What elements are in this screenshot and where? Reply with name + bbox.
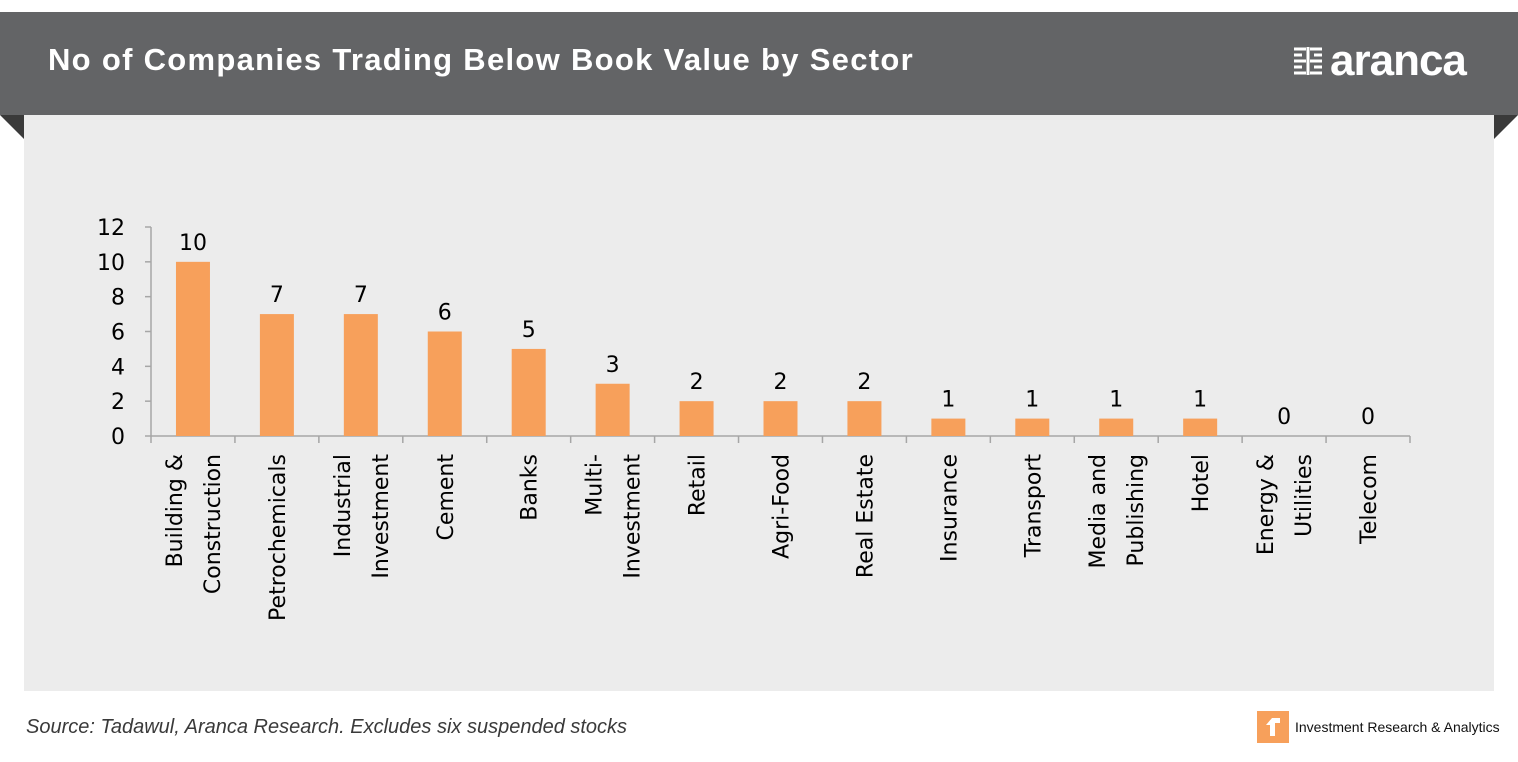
source-note: Source: Tadawul, Aranca Research. Exclud… [26, 716, 628, 738]
data-label: 1 [1109, 388, 1123, 413]
category-label: Energy & [1254, 454, 1279, 555]
category-label: Petrochemicals [266, 454, 291, 621]
data-label: 0 [1277, 405, 1291, 430]
data-label: 1 [1025, 388, 1039, 413]
category-label: Telecom [1357, 454, 1382, 545]
chart-title: No of Companies Trading Below Book Value… [48, 42, 914, 77]
category-label: Multi- [583, 454, 608, 516]
data-label: 7 [354, 283, 368, 308]
category-label: Investment [621, 454, 646, 579]
data-label: 1 [941, 388, 955, 413]
bar [511, 348, 546, 436]
category-label: Publishing [1124, 454, 1149, 566]
category-label: Insurance [937, 454, 962, 562]
y-tick-label: 8 [111, 286, 125, 311]
footer-logo-mark-icon [1266, 718, 1280, 736]
y-tick-label: 6 [111, 321, 125, 346]
data-label: 2 [857, 370, 871, 395]
data-label: 2 [774, 370, 788, 395]
bar [343, 314, 378, 436]
data-label: 3 [606, 353, 620, 378]
brand-name: aranca [1330, 36, 1467, 85]
aranca-footer-logo-icon [1257, 711, 1289, 743]
bar [847, 401, 882, 436]
category-label: Construction [201, 454, 226, 594]
y-tick-label: 12 [97, 216, 125, 241]
category-label: Real Estate [853, 454, 878, 578]
category-label: Utilities [1292, 454, 1317, 537]
data-label: 6 [438, 301, 452, 326]
bar [1099, 418, 1134, 436]
bar [1015, 418, 1050, 436]
category-label: Media and [1086, 454, 1111, 568]
category-label: Retail [686, 454, 711, 516]
bar [679, 401, 714, 436]
y-tick-label: 4 [111, 355, 125, 380]
category-label: Transport [1021, 454, 1046, 559]
bar [595, 383, 630, 436]
bar [427, 331, 462, 436]
data-label: 1 [1193, 388, 1207, 413]
category-label: Cement [434, 454, 459, 541]
y-tick-label: 10 [97, 251, 125, 276]
category-label: Banks [518, 454, 543, 521]
category-label: Hotel [1189, 454, 1214, 512]
data-label: 10 [179, 231, 207, 256]
data-label: 7 [270, 283, 284, 308]
footer-tagline: Investment Research & Analytics [1295, 719, 1500, 735]
category-label: Agri-Food [770, 454, 795, 559]
bar [763, 401, 798, 436]
bar [1183, 418, 1218, 436]
data-label: 2 [690, 370, 704, 395]
footer-brand: Investment Research & Analytics [1257, 711, 1500, 743]
banner-fold-left [0, 115, 24, 139]
y-tick-label: 0 [111, 425, 125, 450]
brand-logo: aranca [1292, 36, 1467, 86]
title-banner [0, 12, 1518, 115]
category-label: Investment [369, 454, 394, 579]
y-tick-label: 2 [111, 390, 125, 415]
bar [931, 418, 966, 436]
bar [259, 314, 294, 436]
data-label: 5 [522, 318, 536, 343]
category-label: Building & [163, 454, 188, 567]
category-label: Industrial [331, 454, 356, 557]
data-label: 0 [1361, 405, 1375, 430]
chart-panel: 0 2 4 6 8 10 12 10 Building & Construction 7 Petroc… [24, 115, 1494, 691]
aranca-maze-logo-icon [1294, 47, 1322, 75]
bar [175, 261, 210, 436]
banner-fold-right [1494, 115, 1518, 139]
